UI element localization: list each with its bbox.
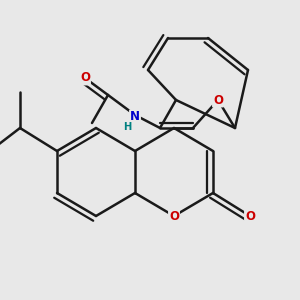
Text: H: H — [123, 122, 131, 132]
Text: O: O — [245, 209, 255, 223]
Text: O: O — [80, 71, 90, 85]
Text: O: O — [213, 94, 223, 106]
Text: N: N — [130, 110, 140, 124]
Text: O: O — [169, 209, 179, 223]
